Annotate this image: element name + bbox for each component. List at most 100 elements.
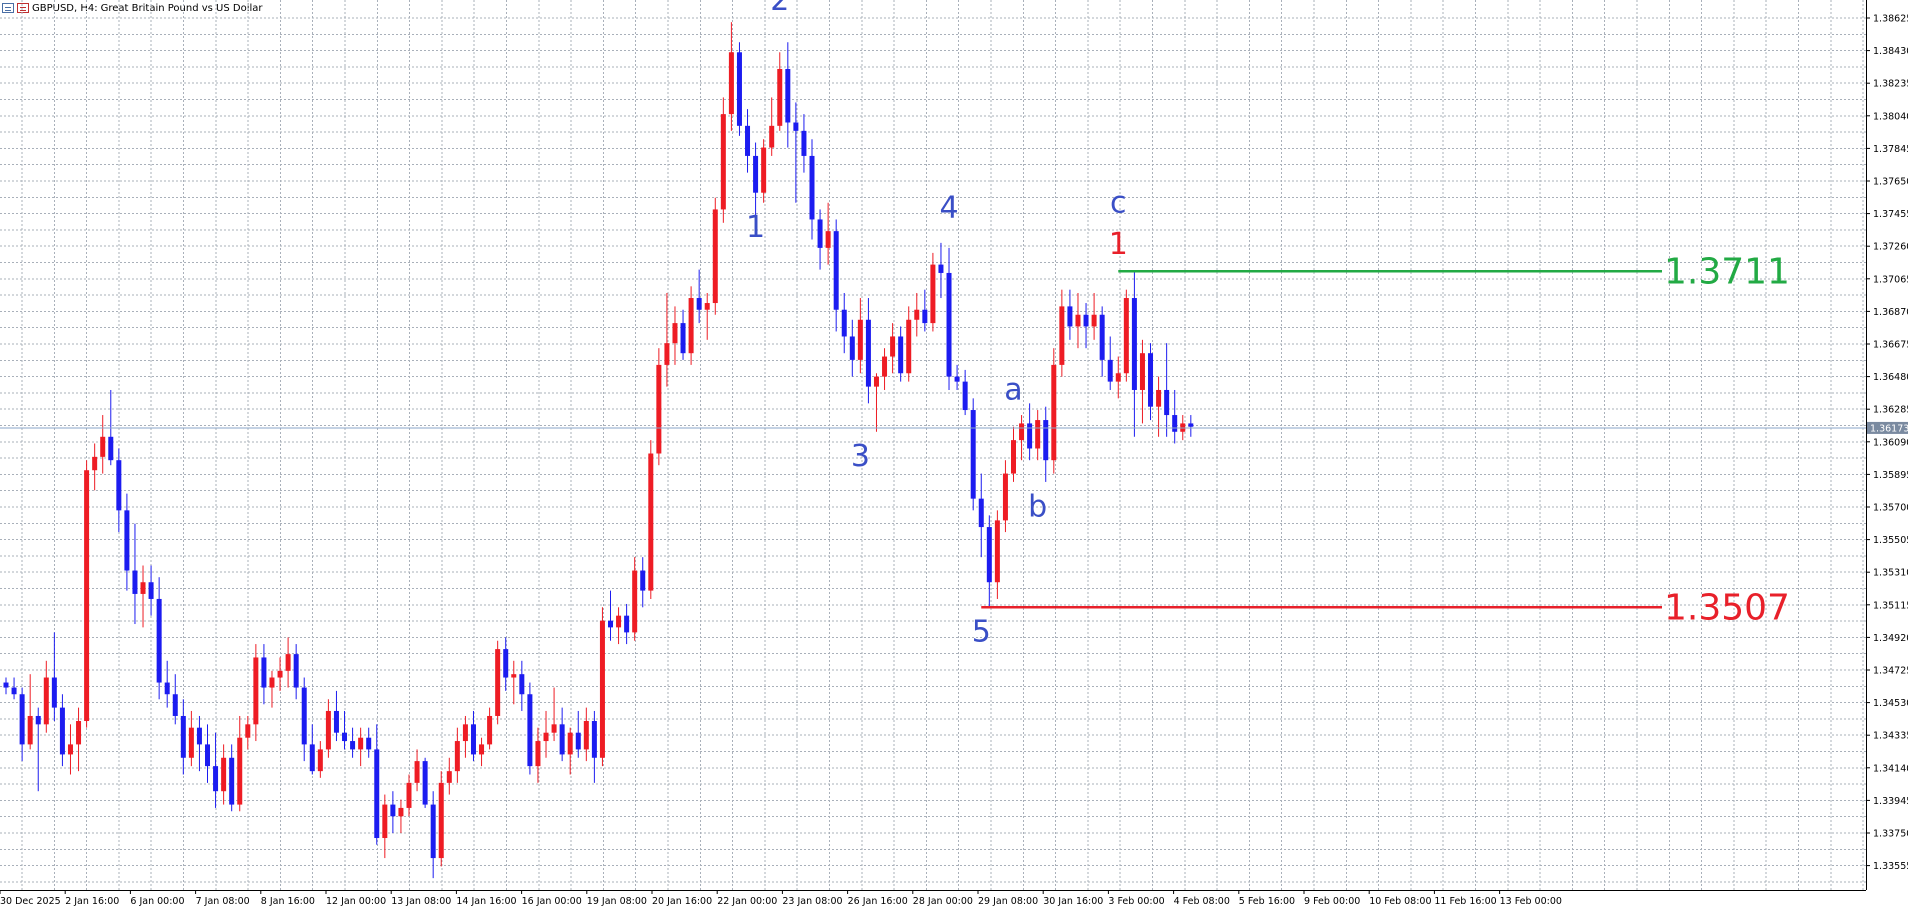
time-tick-label: 9 Feb 00:00 <box>1304 896 1360 907</box>
candle-body <box>978 498 984 528</box>
candle-body <box>946 272 952 377</box>
price-tick-label: 1.35895 <box>1873 470 1908 481</box>
current-price-label: 1.36173 <box>1870 423 1908 434</box>
candle <box>229 744 235 812</box>
time-tick-label: 6 Jan 00:00 <box>130 896 184 907</box>
candle-body <box>374 749 380 839</box>
candle <box>470 710 476 762</box>
candle-body <box>857 319 863 360</box>
candle <box>978 473 984 558</box>
candle <box>293 644 299 700</box>
candle <box>930 252 936 332</box>
candle <box>438 771 444 867</box>
time-tick-label: 10 Feb 08:00 <box>1369 896 1431 907</box>
candle <box>825 202 831 265</box>
price-tick-label: 1.38040 <box>1873 111 1908 122</box>
candle <box>35 707 41 792</box>
candle <box>19 687 25 762</box>
wave-label: b <box>1028 489 1047 524</box>
candle-body <box>962 381 968 411</box>
candle <box>301 677 307 762</box>
candle-body <box>745 125 751 156</box>
candle <box>333 690 339 742</box>
wave-label: 3 <box>851 439 870 474</box>
candle <box>350 727 356 758</box>
indicator-list-icon[interactable] <box>17 3 29 13</box>
candle-body <box>3 682 9 688</box>
price-tick-label: 1.36870 <box>1873 307 1908 318</box>
candle-body <box>890 336 896 357</box>
candle-body <box>938 264 944 273</box>
candle <box>462 715 468 758</box>
wave-label: a <box>1004 373 1022 408</box>
candle <box>1188 415 1194 437</box>
candle-body <box>640 570 646 591</box>
candle <box>591 710 597 783</box>
candle-body <box>567 732 573 755</box>
candle-body <box>809 155 815 220</box>
candle-body <box>398 807 404 817</box>
candle <box>374 724 380 845</box>
candle <box>809 139 815 240</box>
candle-body <box>237 737 243 805</box>
candle <box>1051 348 1057 474</box>
candle-body <box>656 364 662 454</box>
candle-body <box>503 649 509 678</box>
current-price-badge <box>1867 421 1908 434</box>
time-tick-label: 30 Dec 2025 <box>0 896 61 907</box>
candle <box>205 724 210 783</box>
candle-body <box>454 741 460 772</box>
candle-body <box>479 744 485 755</box>
candle <box>1035 410 1041 461</box>
candle-body <box>366 737 372 750</box>
candle-body <box>1035 420 1041 449</box>
chart-title-bar: GBPUSD, H4: Great Britain Pound vs US Do… <box>2 1 263 15</box>
candle-body <box>285 654 291 671</box>
candle <box>616 607 622 645</box>
candle-body <box>213 766 219 792</box>
candle-body <box>164 682 170 695</box>
candle <box>27 674 33 750</box>
candle-body <box>277 670 283 678</box>
price-levels: 1.3711 1.3507 <box>0 251 1866 628</box>
candle-body <box>140 582 146 594</box>
price-tick-label: 1.38430 <box>1873 46 1908 57</box>
candle <box>817 209 823 270</box>
candle <box>342 710 348 750</box>
candle <box>648 440 654 599</box>
wave-label: 1 <box>1109 227 1128 262</box>
candle-body <box>156 598 162 683</box>
chart-window-icon[interactable] <box>2 3 14 13</box>
candle-body <box>777 68 783 126</box>
candle <box>777 52 783 131</box>
wave-label: 4 <box>939 190 958 225</box>
price-tick-label: 1.36285 <box>1873 405 1908 416</box>
candle-body <box>519 674 525 695</box>
candle-body <box>736 52 742 126</box>
candle <box>1148 343 1154 421</box>
candle <box>221 744 227 805</box>
candle <box>962 369 968 416</box>
candle <box>11 677 17 700</box>
candle <box>801 114 807 173</box>
candle-body <box>148 582 154 599</box>
candle <box>527 682 533 775</box>
candle-body <box>1051 364 1057 461</box>
candle-body <box>712 209 718 304</box>
candle-body <box>76 720 82 745</box>
candle-body <box>1027 423 1033 449</box>
candle-body <box>245 724 251 738</box>
candle <box>543 710 549 758</box>
candle-body <box>414 761 420 783</box>
candle-body <box>438 782 444 859</box>
candle-body <box>801 130 807 156</box>
candle <box>3 677 9 695</box>
price-tick-label: 1.38235 <box>1873 79 1908 90</box>
candle <box>712 197 718 315</box>
candle <box>398 799 404 833</box>
candle <box>890 323 896 374</box>
candle <box>833 219 839 332</box>
price-tick-label: 1.36090 <box>1873 437 1908 448</box>
